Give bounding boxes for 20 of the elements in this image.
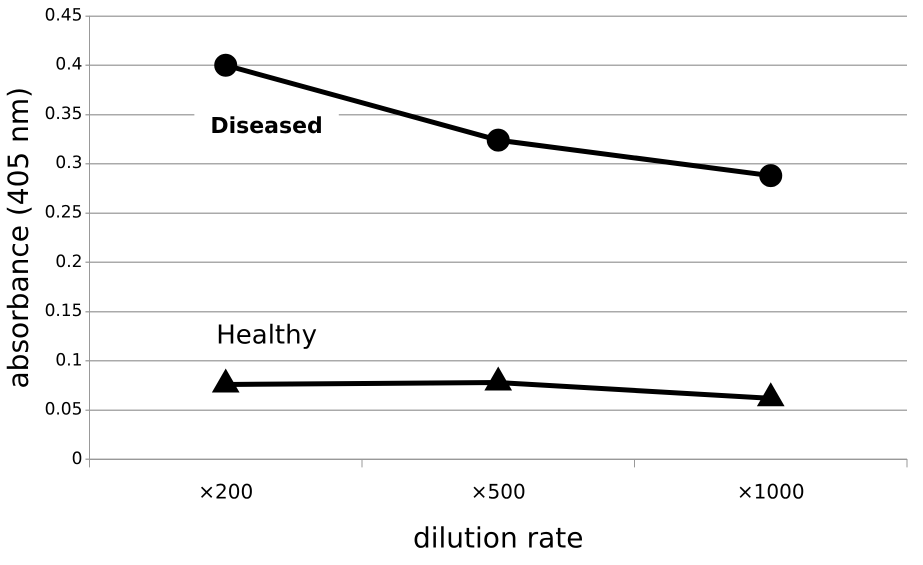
- y-tick-label: 0.45: [44, 5, 82, 26]
- y-tick-label: 0: [72, 448, 82, 469]
- y-tick-label: 0.1: [55, 350, 82, 370]
- point: [759, 164, 782, 188]
- y-tick-label: 0.3: [55, 153, 82, 174]
- series-label: Diseased: [210, 114, 323, 139]
- x-tick-label: ×500: [470, 480, 526, 504]
- x-axis-title: dilution rate: [412, 521, 584, 554]
- y-tick-label: 0.4: [55, 54, 82, 75]
- y-axis-title: absorbance (405 nm): [2, 86, 36, 388]
- y-tick-label: 0.05: [44, 400, 82, 420]
- y-tick-label: 0.35: [44, 104, 82, 124]
- x-tick-label: ×1000: [736, 480, 805, 504]
- y-tick-label: 0.2: [55, 252, 82, 272]
- point: [214, 54, 238, 77]
- series-label: Healthy: [216, 320, 317, 350]
- point: [486, 128, 510, 152]
- y-tick-label: 0.25: [44, 202, 82, 222]
- y-tick-label: 0.15: [44, 301, 82, 322]
- x-tick-label: ×200: [198, 480, 254, 504]
